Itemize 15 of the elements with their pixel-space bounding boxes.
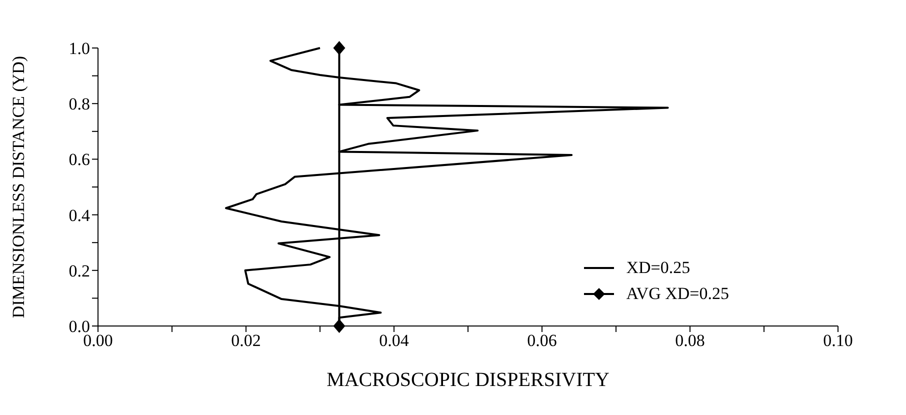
y-tick-label: 1.0 [68,39,90,58]
y-tick-label: 0.2 [68,261,90,280]
y-tick-label: 0.4 [68,206,90,225]
x-axis-title: MACROSCOPIC DISPERSIVITY [326,369,610,391]
legend-label: AVG XD=0.25 [626,284,729,304]
legend-label: XD=0.25 [626,258,690,278]
x-tick-label: 0.10 [823,331,853,350]
x-tick-label: 0.00 [83,331,113,350]
x-tick-label: 0.08 [675,331,705,350]
x-tick-label: 0.06 [527,331,557,350]
x-tick-label: 0.04 [379,331,410,350]
x-tick-label: 0.02 [231,331,261,350]
y-tick-label: 0.6 [68,150,90,170]
y-axis-title: DIMENSIONLESS DISTANCE (YD) [9,56,28,318]
y-tick-label: 0.8 [68,94,90,114]
